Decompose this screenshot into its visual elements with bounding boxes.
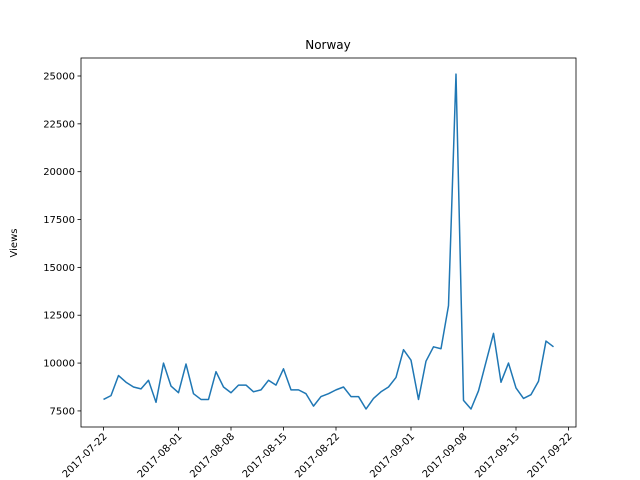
y-tick-label: 17500 xyxy=(43,215,75,226)
y-tick-label: 15000 xyxy=(43,263,75,274)
y-tick-label: 10000 xyxy=(43,359,75,370)
data-line xyxy=(103,73,554,410)
y-tick-label: 12500 xyxy=(43,311,75,322)
y-tick-label: 7500 xyxy=(50,406,75,417)
plot-frame xyxy=(80,57,577,428)
y-tick-label: 20000 xyxy=(43,167,75,178)
y-tick-label: 25000 xyxy=(43,71,75,82)
y-tick-label: 22500 xyxy=(43,119,75,130)
y-axis-label: Views xyxy=(9,229,20,258)
chart-title: Norway xyxy=(305,38,351,52)
